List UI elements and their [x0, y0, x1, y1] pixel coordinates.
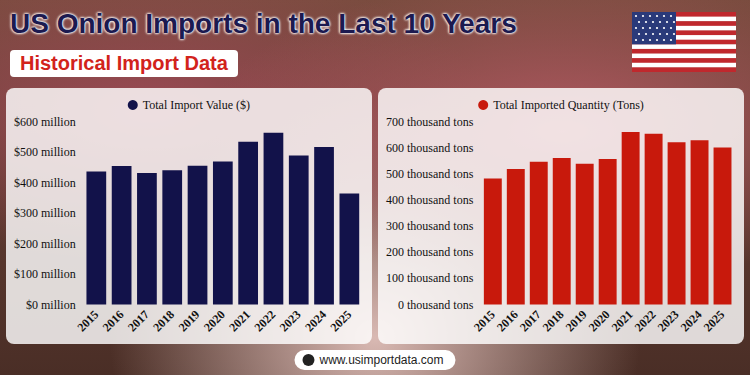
svg-text:2019: 2019	[563, 308, 590, 335]
svg-text:2023: 2023	[277, 308, 304, 335]
svg-text:2024: 2024	[302, 308, 329, 335]
svg-text:$400 million: $400 million	[14, 176, 76, 190]
svg-text:700 thousand tons: 700 thousand tons	[386, 115, 474, 129]
svg-text:Total Import Value ($): Total Import Value ($)	[143, 98, 250, 112]
svg-text:2024: 2024	[678, 308, 705, 335]
svg-text:$200 million: $200 million	[14, 237, 76, 251]
svg-text:2018: 2018	[150, 308, 177, 335]
svg-text:$100 million: $100 million	[14, 267, 76, 281]
svg-text:$500 million: $500 million	[14, 145, 76, 159]
svg-text:2022: 2022	[252, 308, 279, 335]
svg-text:2021: 2021	[609, 308, 636, 335]
svg-text:2023: 2023	[655, 308, 682, 335]
svg-text:400 thousand tons: 400 thousand tons	[386, 193, 474, 207]
svg-text:2025: 2025	[327, 308, 354, 335]
svg-text:2022: 2022	[632, 308, 659, 335]
svg-text:2018: 2018	[540, 308, 567, 335]
svg-text:2020: 2020	[201, 308, 228, 335]
html-text:www.usimportdata.com: www.usimportdata.com	[319, 353, 444, 367]
html-text:Historical Import Data: Historical Import Data	[20, 52, 228, 74]
svg-text:$600 million: $600 million	[14, 115, 76, 129]
svg-text:2020: 2020	[586, 308, 613, 335]
svg-text:200 thousand tons: 200 thousand tons	[386, 245, 474, 259]
svg-text:2019: 2019	[176, 308, 203, 335]
svg-text:2015: 2015	[471, 308, 498, 335]
svg-text:300 thousand tons: 300 thousand tons	[386, 219, 474, 233]
svg-text:Total Imported Quantity (Tons): Total Imported Quantity (Tons)	[493, 98, 644, 112]
svg-text:2021: 2021	[226, 308, 253, 335]
svg-text:2015: 2015	[74, 308, 101, 335]
svg-text:500 thousand tons: 500 thousand tons	[386, 167, 474, 181]
svg-text:$0 million: $0 million	[26, 298, 76, 312]
svg-text:100 thousand tons: 100 thousand tons	[386, 271, 474, 285]
svg-text:2025: 2025	[701, 308, 728, 335]
svg-text:2016: 2016	[494, 308, 521, 335]
svg-text:600 thousand tons: 600 thousand tons	[386, 141, 474, 155]
svg-text:2016: 2016	[100, 308, 127, 335]
svg-text:2017: 2017	[125, 308, 152, 335]
html-text:US Onion Imports in the Last 1: US Onion Imports in the Last 10 Years	[10, 8, 517, 39]
svg-text:2017: 2017	[517, 308, 544, 335]
svg-text:0 thousand tons: 0 thousand tons	[398, 298, 474, 312]
svg-text:$300 million: $300 million	[14, 206, 76, 220]
